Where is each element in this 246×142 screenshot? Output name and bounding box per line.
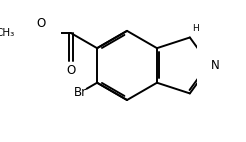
Text: H: H (192, 24, 199, 33)
Text: Br: Br (74, 86, 87, 99)
Text: CH₃: CH₃ (0, 28, 15, 38)
Text: N: N (211, 59, 219, 72)
Text: O: O (37, 17, 46, 30)
Text: O: O (66, 63, 75, 77)
